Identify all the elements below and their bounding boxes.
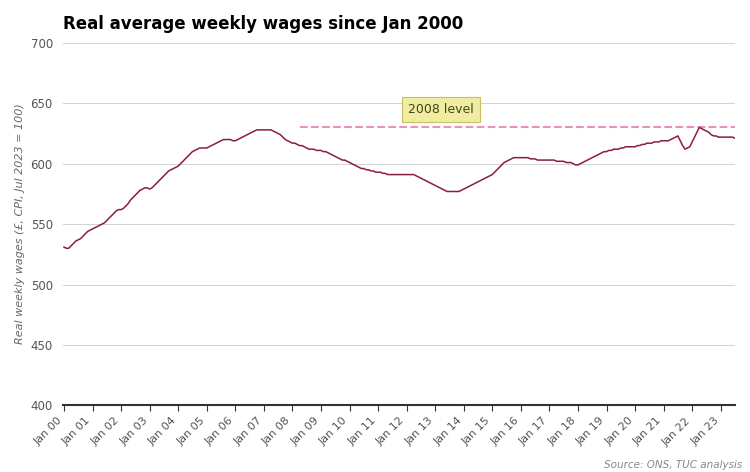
Text: Source: ONS, TUC analysis: Source: ONS, TUC analysis	[604, 460, 742, 470]
Text: 2008 level: 2008 level	[408, 103, 474, 116]
Text: Real average weekly wages since Jan 2000: Real average weekly wages since Jan 2000	[62, 15, 463, 33]
Y-axis label: Real weekly wages (£, CPI, Jul 2023 = 100): Real weekly wages (£, CPI, Jul 2023 = 10…	[15, 104, 25, 345]
